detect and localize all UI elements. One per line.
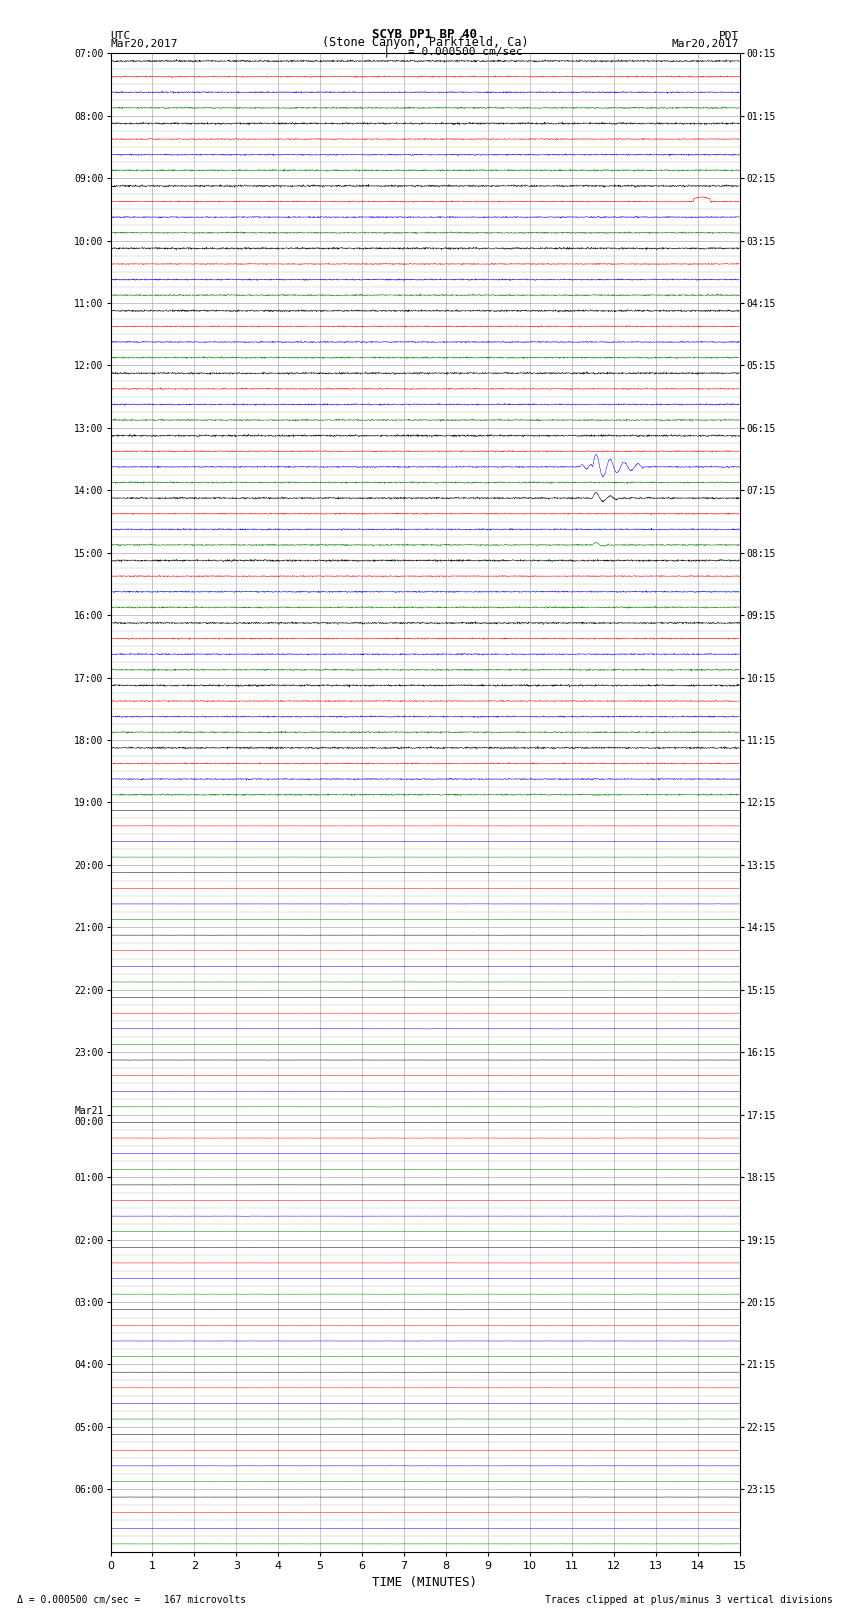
Text: |: | [383,44,390,58]
Text: Mar20,2017: Mar20,2017 [672,39,740,50]
Text: Traces clipped at plus/minus 3 vertical divisions: Traces clipped at plus/minus 3 vertical … [545,1595,833,1605]
X-axis label: TIME (MINUTES): TIME (MINUTES) [372,1576,478,1589]
Text: Δ = 0.000500 cm/sec =    167 microvolts: Δ = 0.000500 cm/sec = 167 microvolts [17,1595,246,1605]
Text: UTC: UTC [110,31,131,40]
Text: = 0.000500 cm/sec: = 0.000500 cm/sec [408,47,523,58]
Text: SCYB DP1 BP 40: SCYB DP1 BP 40 [372,27,478,40]
Text: Mar20,2017: Mar20,2017 [110,39,178,50]
Text: (Stone Canyon, Parkfield, Ca): (Stone Canyon, Parkfield, Ca) [321,35,529,50]
Text: PDT: PDT [719,31,740,40]
